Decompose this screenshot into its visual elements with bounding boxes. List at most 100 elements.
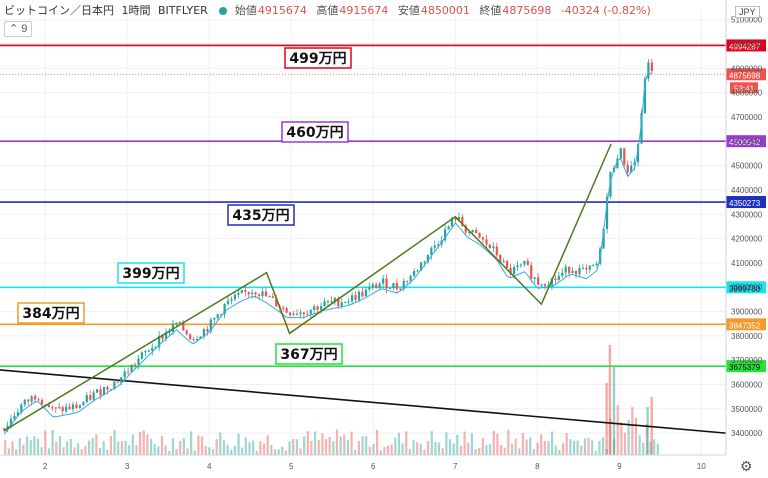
level-annotation-box[interactable]	[117, 262, 185, 284]
interval-label[interactable]: 1時間	[121, 4, 151, 17]
volume-bar	[87, 440, 91, 455]
volume-bar	[142, 430, 145, 455]
candle-body	[3, 428, 6, 430]
candle-body	[309, 309, 312, 315]
volume-bar	[211, 449, 215, 455]
volume-bar	[492, 430, 495, 455]
volume-bar	[536, 442, 539, 455]
volume-bar	[642, 442, 645, 455]
candle-body	[223, 304, 226, 315]
symbol-label[interactable]: ビットコイン／日本円	[4, 4, 114, 17]
candle-body	[433, 245, 436, 248]
candle-body	[492, 246, 495, 249]
volume-bar	[335, 429, 339, 455]
candle-body	[151, 347, 154, 351]
pattern-line[interactable]	[3, 143, 612, 432]
volume-bar	[226, 444, 229, 455]
candle-body	[385, 278, 388, 289]
level-annotation-label: 460万円	[286, 125, 343, 141]
candle-body	[402, 280, 405, 289]
volume-bar	[540, 434, 543, 455]
gear-icon[interactable]: ⚙	[740, 458, 753, 474]
candle-body	[58, 407, 61, 409]
volume-bar	[656, 443, 659, 455]
candle-body	[116, 381, 119, 383]
level-annotation-box[interactable]	[227, 204, 295, 226]
candle-body	[347, 301, 350, 303]
volume-bar	[423, 449, 426, 455]
candle-body	[640, 113, 643, 144]
indicator-badge[interactable]: ⌃ 9	[4, 21, 33, 37]
level-annotation-box[interactable]	[17, 302, 85, 324]
candle-body	[506, 261, 509, 268]
time-tick-label: 8	[535, 462, 540, 471]
candle-body	[240, 289, 243, 294]
candle-body	[185, 330, 188, 335]
volume-bar	[306, 431, 309, 455]
volume-bar	[554, 445, 557, 455]
candle-body	[106, 386, 109, 390]
candle-body	[426, 255, 429, 262]
volume-bar	[350, 431, 353, 455]
candle-body	[75, 404, 78, 409]
candle-body	[264, 291, 268, 297]
price-tick-label: 3400000	[731, 429, 763, 438]
volume-bar	[576, 440, 579, 455]
candle-body	[175, 322, 178, 324]
level-annotation-box[interactable]	[275, 343, 343, 365]
volume-bar	[463, 431, 466, 455]
volume-bar	[84, 445, 87, 455]
level-annotation-box[interactable]	[281, 121, 349, 143]
candle-body	[550, 278, 554, 286]
price-tick-label: 5100000	[731, 16, 763, 25]
volume-bar	[190, 431, 193, 455]
candle-body	[275, 297, 278, 307]
volume-bar	[284, 450, 288, 455]
price-tick-label: 4200000	[731, 235, 763, 244]
level-annotation-label: 399万円	[122, 266, 179, 282]
candle-body	[233, 294, 237, 300]
market-status-icon	[219, 7, 228, 15]
volume-bar	[182, 438, 185, 455]
countdown-text: 53:41	[734, 84, 755, 93]
level-price-tag	[726, 135, 766, 148]
candle-body	[65, 406, 68, 412]
candle-body	[247, 291, 250, 295]
volume-bar	[558, 449, 561, 455]
candle-body	[574, 270, 578, 275]
level-annotation-box[interactable]	[284, 47, 352, 69]
volume-bar	[193, 450, 196, 455]
level-price-tag	[726, 318, 766, 331]
candle-body	[216, 314, 219, 319]
volume-bar	[532, 449, 535, 455]
volume-bar	[259, 441, 262, 455]
currency-badge[interactable]: JPY	[735, 6, 760, 18]
candle-body	[323, 301, 326, 307]
volume-bar	[80, 449, 83, 455]
volume-bar	[372, 444, 375, 455]
candle-body	[71, 404, 75, 410]
time-tick-label: 10	[697, 462, 706, 471]
candle-body	[626, 164, 629, 173]
volume-bar	[550, 431, 554, 455]
volume-bar	[481, 438, 484, 455]
price-tick-label: 4100000	[731, 259, 763, 268]
candle-body	[154, 347, 157, 349]
open-label: 始値	[234, 4, 257, 17]
volume-bar	[164, 445, 167, 455]
volume-bar	[292, 439, 295, 455]
candle-body	[619, 148, 622, 159]
volume-bar	[445, 432, 448, 455]
candle-body	[288, 312, 292, 316]
candle-body	[30, 396, 33, 402]
candle-body	[495, 246, 498, 256]
candle-body	[261, 291, 264, 297]
candle-body	[89, 395, 92, 400]
candle-body	[292, 313, 295, 316]
candle-body	[78, 405, 82, 409]
volume-bar	[408, 449, 412, 455]
candle-body	[340, 302, 343, 307]
volume-bar	[95, 434, 98, 455]
